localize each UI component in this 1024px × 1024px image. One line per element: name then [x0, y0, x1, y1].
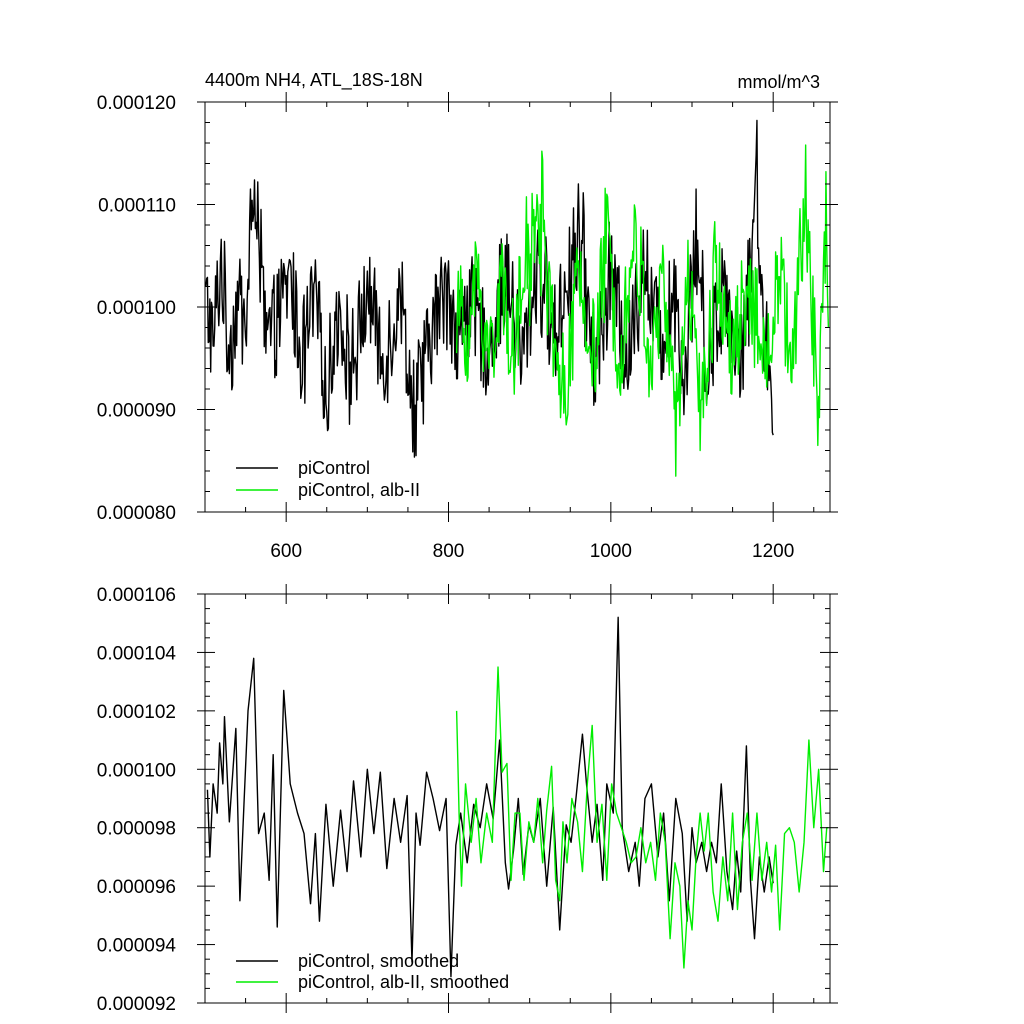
top-y-tick-label: 0.000100: [97, 298, 176, 319]
legend-label-picontrol: piControl: [298, 458, 370, 478]
top-plot-area: 600 800 1000 1200 0.000080 0.000090 0.000100 0.…: [97, 92, 838, 562]
top-series-line-1: [455, 144, 830, 477]
top-x-tick-label: 800: [433, 541, 465, 562]
bottom-y-tick-label: 0.000104: [97, 643, 177, 664]
bottom-series-line-1: [455, 666, 829, 969]
top-x-tick-label: 1000: [590, 541, 632, 562]
legend-label-alb-ii-smoothed: piControl, alb-II, smoothed: [298, 972, 509, 992]
top-y-tick-label: 0.000080: [97, 503, 176, 524]
top-x-tick-label: 1200: [752, 541, 794, 562]
top-y-tick-label: 0.000090: [97, 401, 176, 422]
bottom-series-line-0: [206, 616, 774, 978]
bottom-y-tick-label: 0.000098: [97, 819, 176, 840]
chart-title-units: mmol/m^3: [738, 72, 820, 92]
panel-top: 4400m NH4, ATL_18S-18N mmol/m^3 600 800 10…: [97, 70, 838, 562]
chart-title-left: 4400m NH4, ATL_18S-18N: [205, 70, 423, 91]
bottom-y-tick-label: 0.000106: [97, 585, 176, 606]
top-x-tick-label: 600: [270, 541, 302, 562]
legend-label-picontrol-smoothed: piControl, smoothed: [298, 951, 459, 971]
bottom-y-tick-label: 0.000092: [97, 994, 176, 1015]
bottom-plot-area: 0.000092 0.000094 0.000096 0.000098 0.000100…: [97, 584, 838, 1015]
panel-bottom: 0.000092 0.000094 0.000096 0.000098 0.000100…: [97, 584, 838, 1015]
bottom-y-tick-label: 0.000094: [97, 936, 177, 957]
bottom-legend: piControl, smoothed piControl, alb-II, s…: [236, 951, 509, 992]
top-y-tick-label: 0.000120: [97, 93, 176, 114]
bottom-y-tick-label: 0.000102: [97, 702, 176, 723]
bottom-y-tick-label: 0.000100: [97, 760, 176, 781]
legend-label-alb-ii: piControl, alb-II: [298, 480, 420, 500]
top-y-tick-label: 0.000110: [98, 196, 176, 217]
top-legend: piControl piControl, alb-II: [236, 458, 420, 500]
bottom-y-tick-label: 0.000096: [97, 877, 176, 898]
